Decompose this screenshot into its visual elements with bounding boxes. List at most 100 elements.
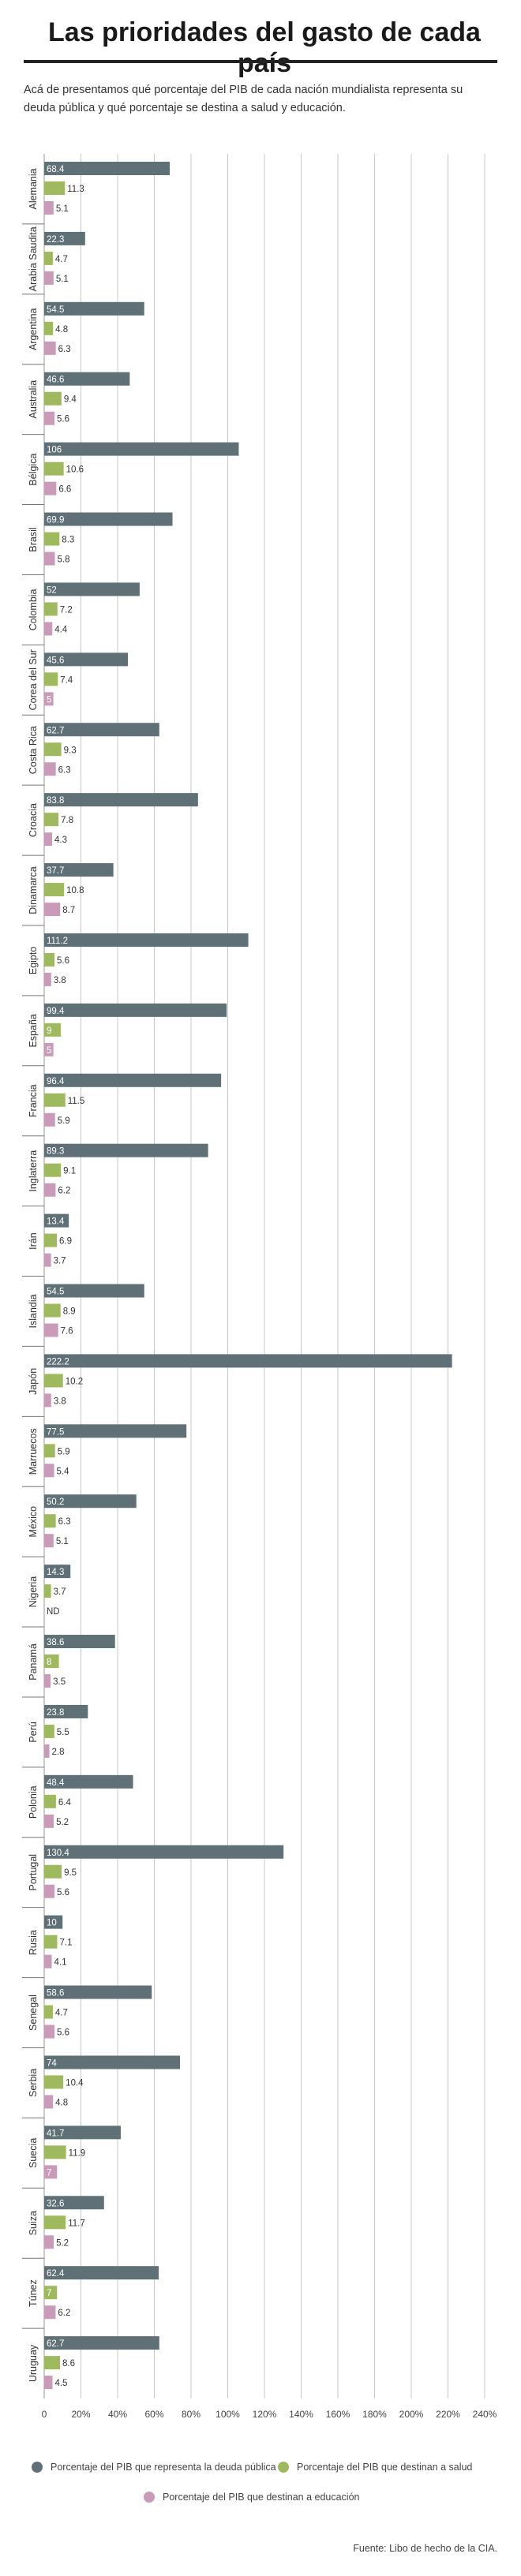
bar <box>44 1584 51 1598</box>
data-label: 52 <box>47 585 57 595</box>
category-label: Portugal <box>28 1854 39 1891</box>
data-label: 11.5 <box>68 1097 85 1106</box>
category-label: Rusia <box>28 1930 39 1955</box>
category-label: Serbia <box>28 2069 39 2097</box>
category-label: Dinamarca <box>28 866 39 914</box>
data-label: 7.2 <box>60 605 73 615</box>
data-label: 6.2 <box>58 2309 70 2318</box>
data-label: 89.3 <box>47 1147 64 1157</box>
data-label: 5.4 <box>57 1467 70 1476</box>
bar <box>44 903 61 917</box>
data-label: 8.6 <box>62 2359 75 2368</box>
data-label: 48.4 <box>47 1778 65 1788</box>
bar <box>44 2286 58 2300</box>
bar <box>44 1213 69 1228</box>
data-label: 4.1 <box>54 1958 67 1968</box>
bar <box>44 231 85 245</box>
bar <box>44 481 57 495</box>
bar <box>44 1093 66 1107</box>
bar <box>44 1864 62 1879</box>
bar <box>44 762 56 776</box>
bar <box>44 411 55 425</box>
bar <box>44 1635 115 1649</box>
data-label: 130.4 <box>47 1849 69 1858</box>
bar <box>44 551 55 566</box>
x-tick-label: 20% <box>71 2409 90 2420</box>
page-title: Las prioridades del gasto de cada país <box>48 17 481 78</box>
category-label: Francia <box>28 1084 39 1117</box>
x-tick-label: 40% <box>108 2409 127 2420</box>
data-label: 14.3 <box>47 1568 64 1577</box>
legend-label-health: Porcentaje del PIB que destinan a salud <box>297 2462 473 2473</box>
data-label: 8.7 <box>62 906 75 915</box>
legend-label-education: Porcentaje del PIB que destinan a educac… <box>163 2492 360 2503</box>
data-label: 5.6 <box>57 956 69 966</box>
data-label: 5.2 <box>56 2238 69 2248</box>
bar <box>44 1354 452 1368</box>
bar <box>44 723 159 737</box>
bar <box>44 442 239 456</box>
data-label: 111.2 <box>47 937 68 946</box>
data-label: 77.5 <box>47 1427 64 1437</box>
bar <box>44 813 59 827</box>
bar <box>44 2125 121 2140</box>
bar <box>44 582 140 596</box>
bar <box>44 692 54 706</box>
bar <box>44 1514 56 1528</box>
bar <box>44 1143 208 1157</box>
data-label: 7.1 <box>60 1939 73 1948</box>
category-label: Arabia Saudita <box>28 226 39 291</box>
x-tick-label: 240% <box>473 2409 497 2420</box>
bar <box>44 672 58 686</box>
bar <box>44 1003 227 1017</box>
bar <box>44 1253 51 1267</box>
data-label: 6.2 <box>58 1187 70 1196</box>
legend-swatch-health <box>278 2462 289 2473</box>
bar <box>44 742 62 757</box>
x-tick-label: 200% <box>399 2409 424 2420</box>
legend-item-debt: Porcentaje del PIB que representa la deu… <box>32 2462 276 2473</box>
data-label: 74 <box>47 2058 57 2068</box>
bar <box>44 1845 284 1859</box>
bar <box>44 1374 63 1388</box>
data-label: 222.2 <box>47 1357 69 1367</box>
data-label: 6.3 <box>58 345 71 354</box>
data-label: 5.1 <box>56 1537 69 1546</box>
data-label: 10.6 <box>66 465 84 475</box>
data-label: 5.9 <box>58 1116 70 1126</box>
bar <box>44 1023 61 1037</box>
x-tick-label: 80% <box>182 2409 201 2420</box>
data-label: 7.4 <box>60 675 73 685</box>
x-tick-label: 140% <box>289 2409 313 2420</box>
bar <box>44 2145 66 2159</box>
data-label: 6.4 <box>58 1798 72 1808</box>
bar <box>44 372 130 386</box>
x-tick-label: 0 <box>42 2409 47 2420</box>
bar <box>44 181 66 195</box>
category-label: Inglaterra <box>28 1150 39 1192</box>
data-label: 3.8 <box>54 1396 66 1406</box>
data-label: 22.3 <box>47 235 64 245</box>
data-label: 46.6 <box>47 376 64 385</box>
bar <box>44 2005 53 2019</box>
bar <box>44 2336 159 2350</box>
data-label: 10.2 <box>66 1377 83 1386</box>
bar <box>44 201 54 215</box>
bar <box>44 2075 64 2089</box>
data-label: 10 <box>47 1919 57 1928</box>
bar <box>44 1303 61 1318</box>
data-label: 4.5 <box>54 2379 67 2388</box>
category-label: Polonia <box>28 1785 39 1819</box>
bar <box>44 2235 54 2249</box>
bar-chart: 0 20% 40% 60% 80% 100% 120% 140% 160% 180% 200% 220… <box>22 154 497 2420</box>
data-label: 6.6 <box>58 485 71 495</box>
bar <box>44 622 53 636</box>
data-label: 62.7 <box>47 726 64 735</box>
bar <box>44 1534 54 1548</box>
bar <box>44 271 54 285</box>
bar <box>44 972 51 986</box>
bar <box>44 1042 54 1056</box>
data-label: 6.3 <box>58 1517 71 1527</box>
data-label: 4.7 <box>55 2009 68 2018</box>
data-label: 69.9 <box>47 516 64 525</box>
